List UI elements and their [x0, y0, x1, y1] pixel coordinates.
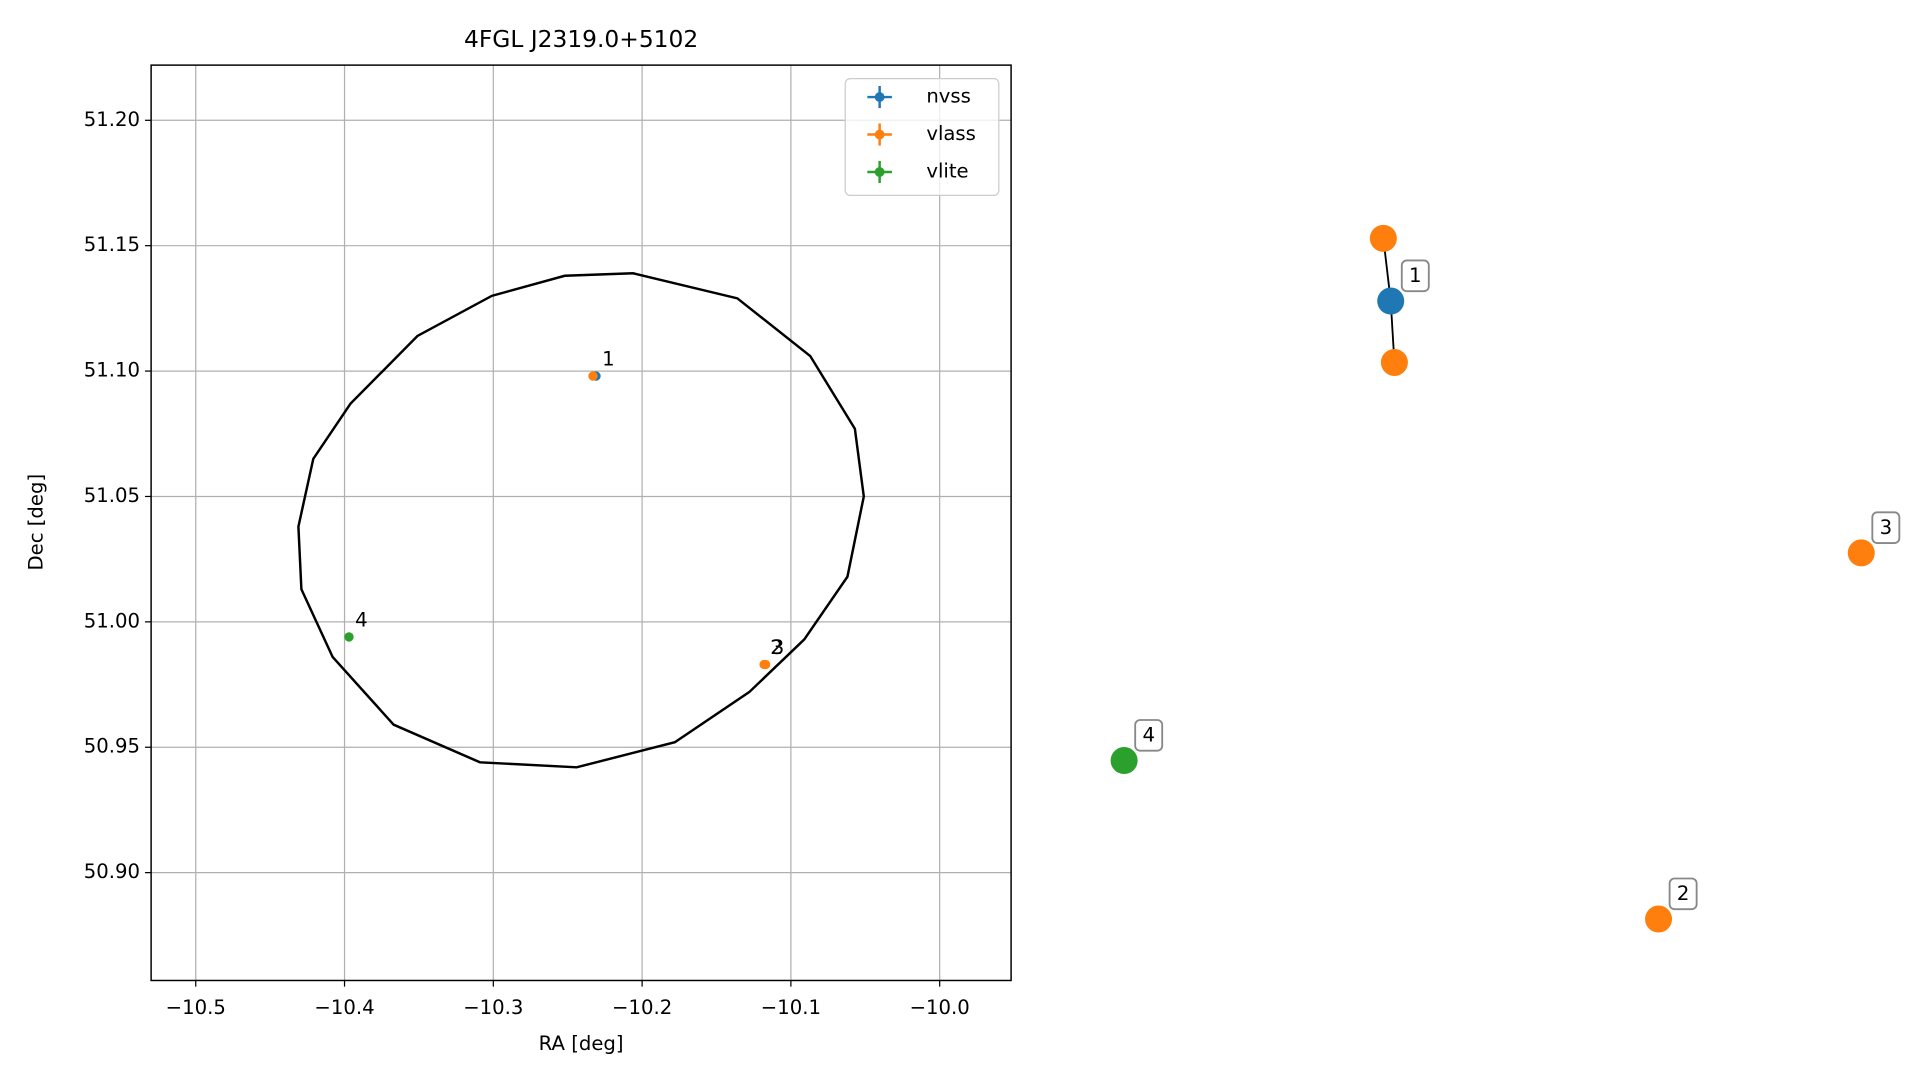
point [344, 632, 354, 642]
node-label: 1 [1409, 264, 1421, 287]
x-tick-label: −10.2 [612, 996, 672, 1019]
x-axis-label: RA [deg] [539, 1032, 624, 1055]
ellipse [297, 272, 866, 769]
legend-marker [874, 129, 885, 140]
x-tick-label: −10.3 [463, 996, 523, 1019]
graph-node [1377, 287, 1405, 315]
graph-node [1847, 539, 1875, 567]
y-tick-label: 50.90 [84, 860, 140, 883]
y-tick-label: 51.05 [84, 484, 140, 507]
legend-label: nvss [926, 85, 971, 108]
x-tick-label: −10.1 [761, 996, 821, 1019]
point [760, 659, 771, 670]
y-tick-label: 51.10 [84, 359, 140, 382]
annotation: 2 [770, 636, 782, 659]
graph-node [1380, 348, 1408, 376]
node-label-box [1668, 877, 1698, 911]
graph-node [1369, 224, 1397, 252]
x-tick-label: −10.0 [910, 996, 970, 1019]
x-tick-label: −10.4 [314, 996, 374, 1019]
y-tick-label: 51.00 [84, 609, 140, 632]
node-label: 2 [1677, 882, 1689, 905]
y-tick-label: 50.95 [84, 735, 140, 758]
annotation: 3 [772, 636, 784, 659]
graph-node [1645, 905, 1673, 933]
point [588, 371, 598, 381]
node-label: 3 [1880, 516, 1892, 539]
y-tick-label: 51.15 [84, 233, 140, 256]
legend-marker [874, 167, 885, 177]
graph-node [1110, 747, 1138, 775]
node-label-box [1134, 719, 1164, 752]
node-label-box [1400, 259, 1430, 293]
y-axis-label: Dec [deg] [24, 474, 47, 571]
y-tick-label: 51.20 [84, 108, 140, 131]
annotation: 1 [602, 348, 614, 371]
node-label: 4 [1142, 723, 1154, 746]
plot-frame [150, 64, 1012, 982]
x-tick-label: −10.5 [166, 996, 226, 1019]
legend-label: vlass [926, 122, 976, 145]
chart-title: 4FGL J2319.0+5102 [464, 25, 698, 53]
legend-box [844, 78, 1000, 196]
legend-label: vlite [926, 160, 968, 183]
annotation: 4 [355, 608, 367, 631]
legend-marker [874, 92, 885, 102]
node-label-box [1871, 511, 1901, 544]
